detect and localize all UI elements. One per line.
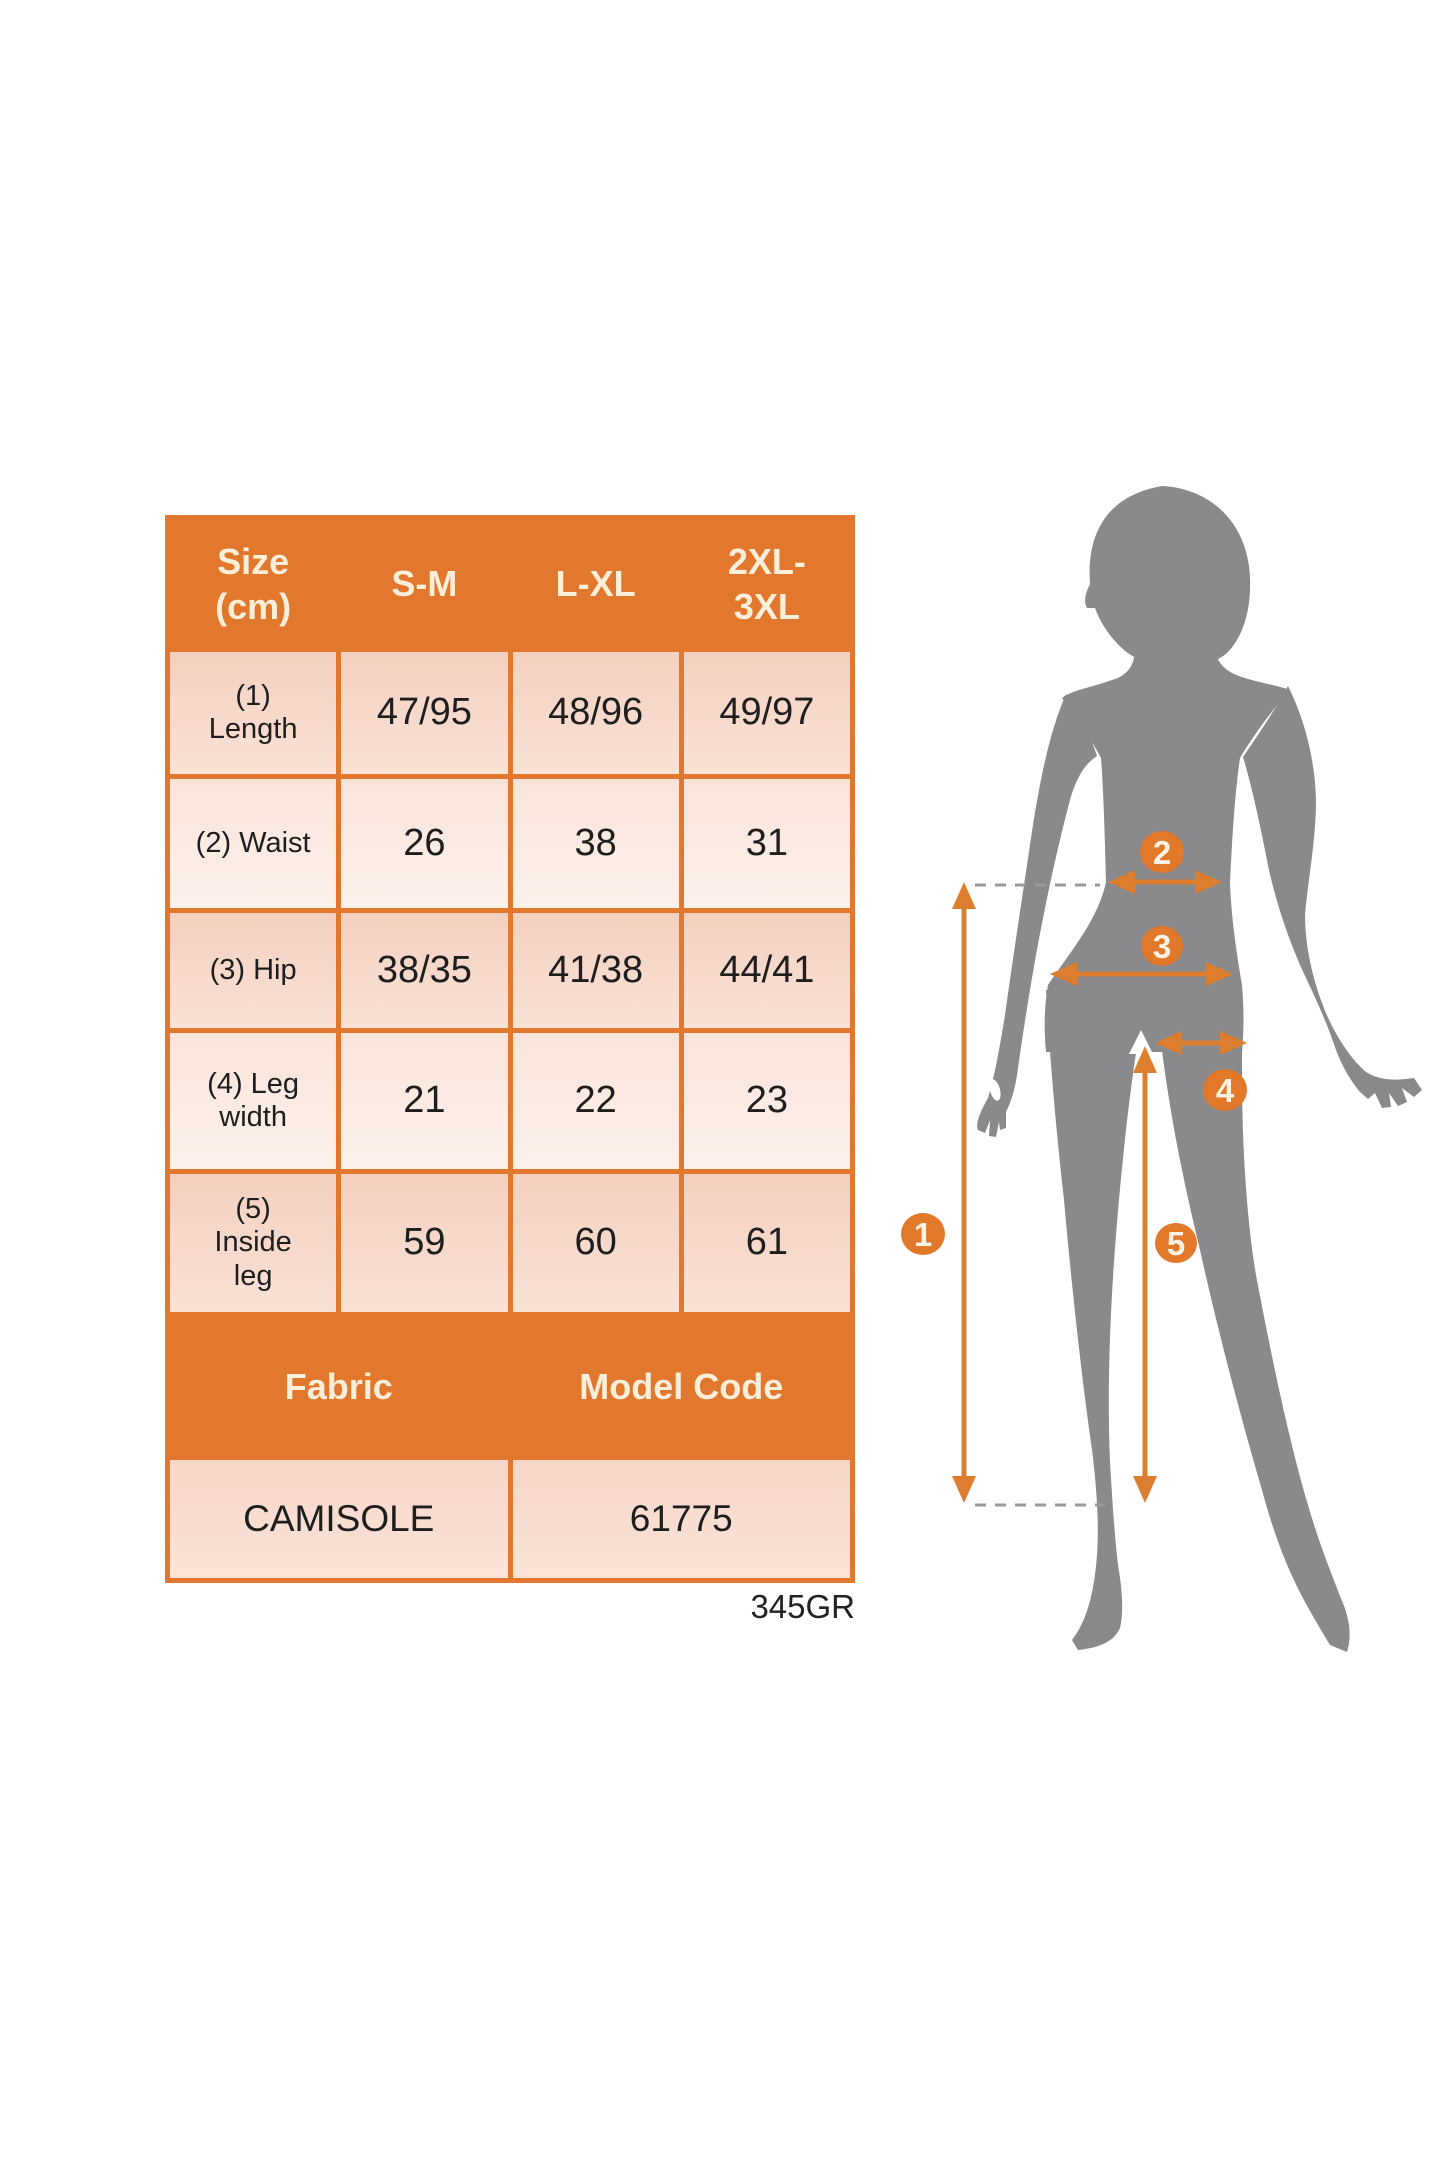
- marker-number-2: 2: [1153, 834, 1171, 871]
- right-leg-silhouette: [1155, 990, 1350, 1652]
- dashed-guides: [975, 883, 1105, 1507]
- measurement-figure: 1 2 3 4 5: [901, 486, 1422, 1652]
- table-cell: 21: [341, 1033, 508, 1169]
- right-arm-silhouette: [1243, 686, 1422, 1108]
- marker-circle-4: [1203, 1069, 1247, 1111]
- column-header-l-xl: L-XL: [555, 563, 636, 604]
- table-cell: 23: [683, 1033, 850, 1169]
- size-table: Size (cm) S-M L-XL 2XL- 3XL (1) Length 4…: [165, 515, 855, 1583]
- model-code-value: 61775: [512, 1460, 850, 1578]
- marker-circle-2: [1140, 831, 1184, 873]
- head-silhouette: [1085, 486, 1251, 665]
- crotch-notch: [1129, 1030, 1153, 1054]
- column-header-2xl-3xl: 2XL- 3XL: [727, 540, 806, 627]
- marker-circle-3: [1141, 926, 1183, 966]
- row-label-hip: (3) Hip: [170, 913, 337, 1028]
- fabric-value: CAMISOLE: [170, 1460, 508, 1578]
- marker-number-4: 4: [1216, 1072, 1235, 1109]
- table-cell: 61: [683, 1174, 850, 1312]
- row-label-inside-leg: (5) Inside leg: [170, 1174, 337, 1312]
- marker-circle-5: [1155, 1223, 1197, 1263]
- table-cell: 31: [683, 779, 850, 908]
- table-cell: 38: [512, 779, 679, 908]
- table-cell: 44/41: [683, 913, 850, 1028]
- column-header-s-m: S-M: [391, 563, 458, 604]
- table-cell: 22: [512, 1033, 679, 1169]
- marker-number-1: 1: [914, 1216, 932, 1253]
- marker-number-5: 5: [1167, 1225, 1185, 1262]
- measure-arrows: [952, 870, 1247, 1503]
- marker-circle-1: [901, 1213, 945, 1255]
- table-cell: 48/96: [512, 652, 679, 774]
- table-cell: 47/95: [341, 652, 508, 774]
- table-cell: 38/35: [341, 913, 508, 1028]
- column-header-size: Size (cm): [215, 540, 292, 627]
- row-label-leg-width: (4) Leg width: [170, 1033, 337, 1169]
- left-hand-gap: [989, 1079, 1001, 1101]
- measure-markers: 1 2 3 4 5: [901, 831, 1247, 1263]
- table-cell: 60: [512, 1174, 679, 1312]
- table-cell: 49/97: [683, 652, 850, 774]
- left-arm-silhouette: [977, 694, 1097, 1137]
- table-cell: 41/38: [512, 913, 679, 1028]
- table-cell: 26: [341, 779, 508, 908]
- model-code-header: Model Code: [579, 1365, 784, 1407]
- table-cell: 59: [341, 1174, 508, 1312]
- marker-number-3: 3: [1153, 928, 1171, 965]
- row-label-length: (1) Length: [170, 652, 337, 774]
- product-code-note: 345GR: [750, 1588, 855, 1625]
- woman-silhouette: [977, 486, 1422, 1652]
- fabric-header: Fabric: [284, 1365, 393, 1407]
- left-leg-silhouette: [1046, 990, 1138, 1650]
- row-label-waist: (2) Waist: [170, 779, 337, 908]
